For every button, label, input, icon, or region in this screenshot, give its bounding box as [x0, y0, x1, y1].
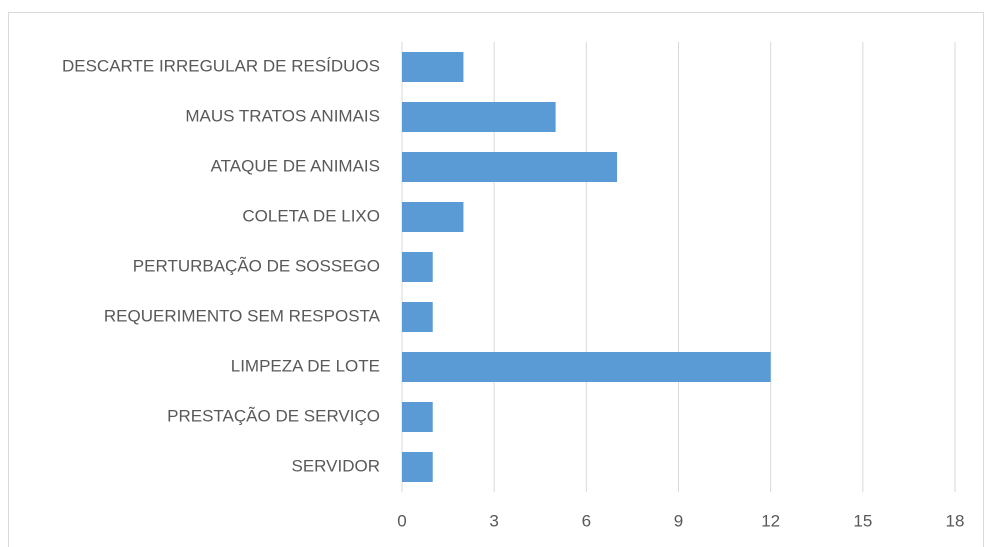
- y-tick-label: DESCARTE IRREGULAR DE RESÍDUOS: [62, 56, 380, 75]
- x-tick-label: 0: [397, 511, 406, 530]
- x-tick-label: 6: [582, 511, 591, 530]
- bar: [402, 402, 433, 432]
- x-tick-label: 12: [761, 511, 780, 530]
- y-tick-label: PRESTAÇÃO DE SERVIÇO: [167, 406, 380, 425]
- bar: [402, 202, 464, 232]
- bar: [402, 452, 433, 482]
- bar: [402, 352, 771, 382]
- x-tick-label: 3: [489, 511, 498, 530]
- chart-border: [8, 12, 984, 547]
- x-tick-label: 9: [674, 511, 683, 530]
- y-tick-label: LIMPEZA DE LOTE: [231, 356, 380, 375]
- bar: [402, 252, 433, 282]
- y-tick-label: COLETA DE LIXO: [242, 206, 380, 225]
- bar: [402, 152, 618, 182]
- x-tick-label: 18: [946, 511, 965, 530]
- bar: [402, 102, 556, 132]
- y-tick-label: ATAQUE DE ANIMAIS: [211, 156, 380, 175]
- y-tick-label: MAUS TRATOS ANIMAIS: [185, 106, 380, 125]
- bar: [402, 302, 433, 332]
- x-tick-label: 15: [853, 511, 872, 530]
- bar: [402, 52, 464, 82]
- y-tick-label: SERVIDOR: [292, 456, 381, 475]
- y-tick-label: PERTURBAÇÃO DE SOSSEGO: [133, 256, 380, 275]
- y-tick-label: REQUERIMENTO SEM RESPOSTA: [104, 306, 381, 325]
